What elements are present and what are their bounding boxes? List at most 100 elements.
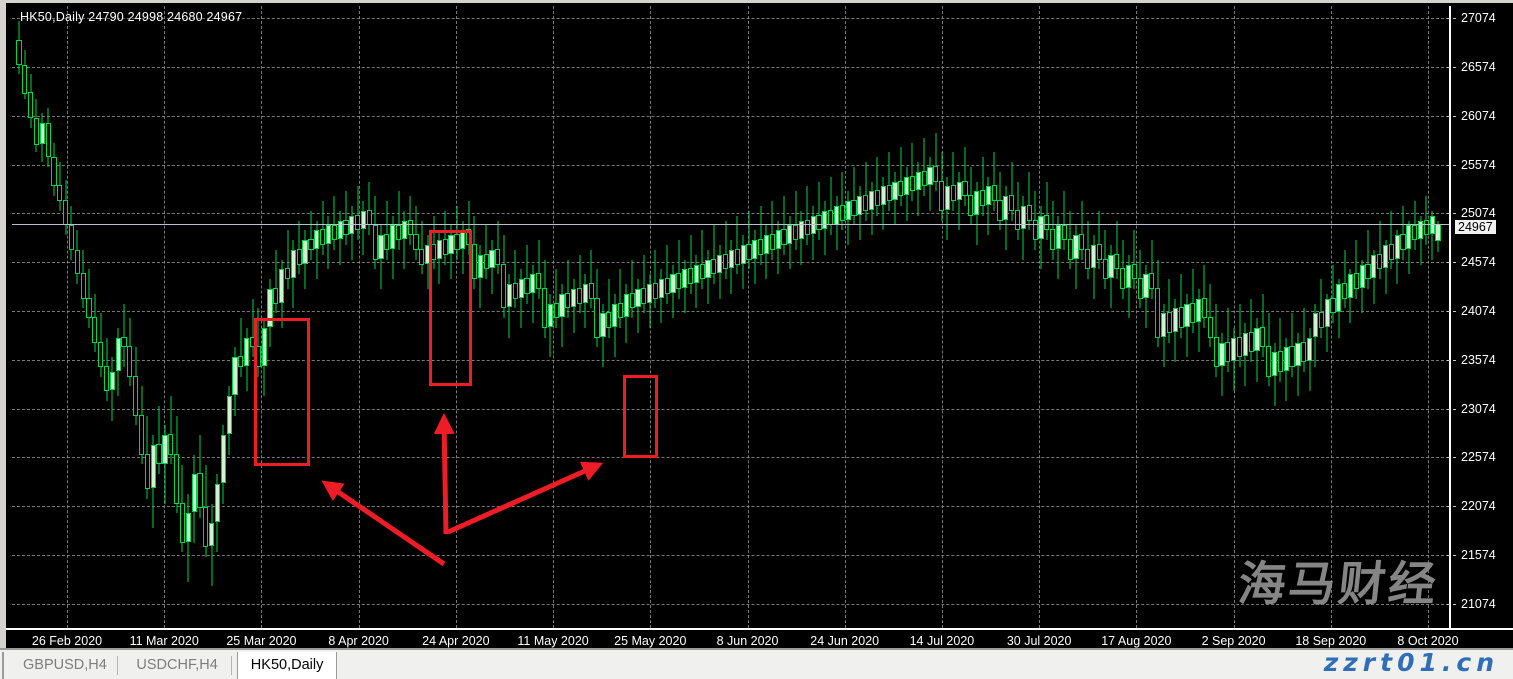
candlestick — [623, 6, 629, 628]
candlestick — [682, 6, 688, 628]
candle-body-bullish — [1231, 337, 1237, 362]
candlestick — [851, 6, 857, 628]
candlestick — [1377, 6, 1383, 628]
candlestick — [156, 6, 162, 628]
candlestick — [839, 6, 845, 628]
chart-tab-gbpusd[interactable]: GBPUSD,H4 — [23, 657, 107, 673]
candlestick — [600, 6, 606, 628]
candlestick — [1114, 6, 1120, 628]
candle-body-bullish — [717, 254, 723, 274]
candlestick — [1003, 6, 1009, 628]
candlestick — [886, 6, 892, 628]
candle-wick — [415, 205, 417, 260]
candlestick — [530, 6, 536, 628]
candlestick — [320, 6, 326, 628]
candle-body-bearish — [197, 473, 203, 509]
time-axis[interactable]: 26 Feb 2020 11 Mar 2020 25 Mar 2020 8 Apr 2… — [6, 628, 1513, 651]
candle-body-bullish — [1306, 337, 1313, 362]
candlestick — [717, 6, 723, 628]
candle-body-bearish — [1137, 278, 1143, 299]
candle-body-bullish — [682, 269, 688, 288]
candle-wick — [701, 230, 703, 289]
candle-body-bullish — [209, 523, 215, 547]
candle-body-bearish — [68, 224, 75, 250]
candle-body-bullish — [1160, 313, 1167, 337]
candle-wick — [433, 215, 435, 270]
candlestick — [28, 6, 34, 628]
chart-tab-usdchf[interactable]: USDCHF,H4 — [136, 657, 218, 673]
candlestick — [1242, 6, 1248, 628]
candlestick — [1155, 6, 1161, 628]
candle-body-bearish — [1155, 287, 1161, 338]
candlestick — [1359, 6, 1365, 628]
candle-body-bearish — [629, 292, 635, 309]
candle-body-bullish — [337, 220, 343, 240]
candle-body-bullish — [915, 171, 921, 191]
candle-wick — [713, 225, 715, 285]
candlestick — [284, 6, 291, 628]
price-axis[interactable]: 27074 26574 26074 25574 25074 24574 24074 23574… — [1447, 6, 1513, 628]
candle-wick — [736, 215, 738, 275]
vertical-gridline — [164, 6, 166, 628]
candle-body-bullish — [571, 288, 577, 308]
candle-body-bullish — [833, 205, 840, 225]
candle-body-bearish — [144, 453, 150, 489]
candlestick — [1388, 6, 1394, 628]
candle-wick — [398, 191, 400, 250]
candle-wick — [1320, 279, 1322, 338]
candlestick — [39, 6, 45, 628]
candle-body-bullish — [582, 284, 588, 303]
candlestick — [687, 6, 694, 628]
candle-wick — [1209, 284, 1211, 348]
candle-body-bearish — [886, 185, 892, 202]
candle-body-bearish — [1225, 341, 1231, 363]
candlestick — [693, 6, 699, 628]
candlestick — [33, 6, 40, 628]
candle-wick — [514, 249, 516, 309]
candlestick — [1125, 6, 1132, 628]
candle-body-bearish — [536, 273, 542, 289]
candle-body-bearish — [524, 278, 530, 294]
candle-body-bullish — [1347, 274, 1354, 298]
candle-wick — [520, 269, 522, 328]
chart-tab-bar[interactable]: GBPUSD,H4 USDCHF,H4 HK50,Daily — [0, 648, 1513, 679]
candle-body-bearish — [320, 229, 326, 245]
candle-body-bearish — [1102, 258, 1108, 280]
pattern-box-3 — [623, 375, 658, 458]
chart-tab-hk50[interactable]: HK50,Daily — [236, 652, 338, 679]
time-axis-label: 26 Feb 2020 — [31, 634, 103, 648]
candle-body-bullish — [763, 235, 770, 254]
horizontal-gridline — [12, 67, 1449, 69]
candlestick — [98, 6, 104, 628]
candle-body-bullish — [506, 284, 513, 308]
candlestick — [740, 6, 746, 628]
candlestick — [1429, 6, 1435, 628]
candlestick — [833, 6, 840, 628]
candle-body-bearish — [594, 297, 600, 338]
candle-wick — [579, 254, 581, 314]
candle-wick — [333, 196, 335, 250]
price-axis-tick — [1447, 67, 1456, 69]
candle-body-bullish — [360, 210, 367, 230]
candlestick — [261, 6, 267, 628]
candle-body-bullish — [1406, 225, 1412, 249]
candlestick — [1219, 6, 1225, 628]
candlestick — [676, 6, 682, 628]
price-axis-label: 21574 — [1461, 547, 1496, 562]
candlestick — [1289, 6, 1295, 628]
horizontal-gridline — [12, 408, 1449, 410]
candle-body-bullish — [1108, 254, 1114, 279]
candle-body-bearish — [1423, 219, 1429, 236]
candle-wick — [316, 220, 318, 280]
candle-wick — [982, 157, 984, 216]
price-axis-label: 22074 — [1461, 499, 1496, 514]
candlestick — [1079, 6, 1085, 628]
candlestick — [1435, 6, 1441, 628]
candle-body-bearish — [179, 502, 186, 543]
candle-wick — [795, 191, 797, 250]
candle-wick — [666, 245, 668, 304]
chart-plot-area[interactable]: HK50,Daily 24790 24998 24680 24967 海马财经 — [12, 6, 1449, 628]
candle-wick — [865, 162, 867, 221]
candlestick — [86, 6, 92, 628]
vertical-gridline — [650, 6, 652, 628]
